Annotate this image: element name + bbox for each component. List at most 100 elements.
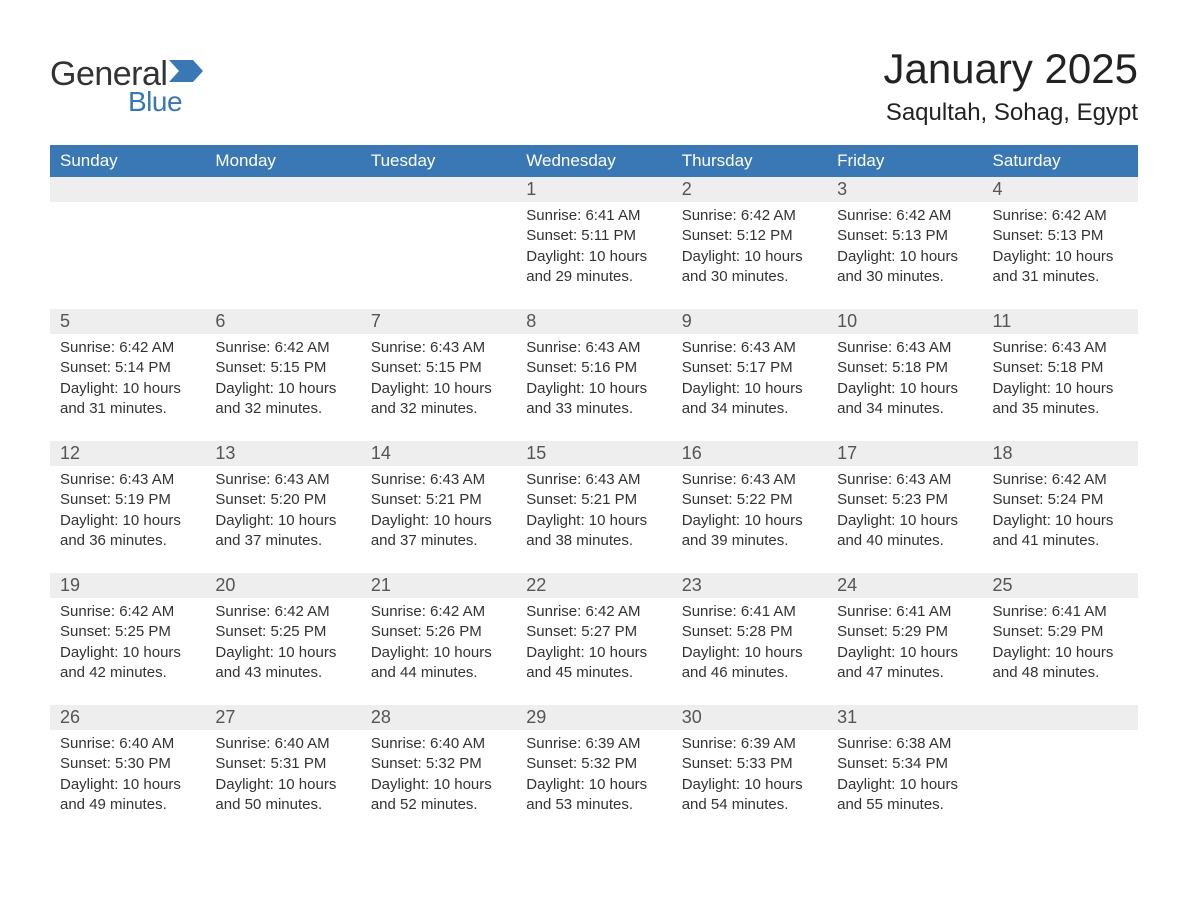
sunset-line: Sunset: 5:34 PM xyxy=(837,755,948,772)
daylight-line: Daylight: 10 hours and 31 minutes. xyxy=(993,248,1114,285)
daylight-line: Daylight: 10 hours and 42 minutes. xyxy=(60,644,181,681)
day-number: 15 xyxy=(526,443,546,463)
day-cell: Sunrise: 6:43 AMSunset: 5:20 PMDaylight:… xyxy=(205,466,360,573)
week-row: Sunrise: 6:43 AM Sunset: 5:19 PM Daylight:… xyxy=(50,466,1138,573)
sunset-line: Sunset: 5:13 PM xyxy=(993,227,1104,244)
day-content: Sunrise: 6:42 AMSunset: 5:24 PMDaylight:… xyxy=(993,466,1128,551)
day-content: Sunrise: 6:39 AMSunset: 5:32 PMDaylight:… xyxy=(526,730,661,815)
sunrise-line: Sunrise: 6:42 AM xyxy=(215,339,329,356)
day-number: 29 xyxy=(526,707,546,727)
day-number-cell: 22 xyxy=(516,573,671,598)
day-number-cell: 12 xyxy=(50,441,205,466)
daylight-line: Daylight: 10 hours and 34 minutes. xyxy=(682,380,803,417)
day-number: 2 xyxy=(682,179,692,199)
day-content: Sunrise: 6:43 AMSunset: 5:23 PMDaylight:… xyxy=(837,466,972,551)
day-number: 26 xyxy=(60,707,80,727)
header: General Blue January 2025 Saqultah, Soha… xyxy=(50,45,1138,127)
sunset-line: Sunset: 5:21 PM xyxy=(526,491,637,508)
day-content: Sunrise: 6:41 AMSunset: 5:28 PMDaylight:… xyxy=(682,598,817,683)
sunrise-line: Sunrise: 6:41 AM xyxy=(526,207,640,224)
day-number: 9 xyxy=(682,311,692,331)
daylight-line: Daylight: 10 hours and 39 minutes. xyxy=(682,512,803,549)
daylight-line: Daylight: 10 hours and 40 minutes. xyxy=(837,512,958,549)
sunset-line: Sunset: 5:19 PM xyxy=(60,491,171,508)
sunset-line: Sunset: 5:15 PM xyxy=(215,359,326,376)
day-number: 4 xyxy=(993,179,1003,199)
day-number-cell: 2 xyxy=(672,177,827,202)
day-number-cell: 15 xyxy=(516,441,671,466)
day-number-cell: 1 xyxy=(516,177,671,202)
day-content: Sunrise: 6:40 AMSunset: 5:31 PMDaylight:… xyxy=(215,730,350,815)
daynum-row: 1234 xyxy=(50,177,1138,202)
day-cell: Sunrise: 6:39 AMSunset: 5:33 PMDaylight:… xyxy=(672,730,827,837)
day-cell: Sunrise: 6:42 AMSunset: 5:12 PMDaylight:… xyxy=(672,202,827,309)
day-number-cell: 5 xyxy=(50,309,205,334)
day-cell: Sunrise: 6:40 AMSunset: 5:31 PMDaylight:… xyxy=(205,730,360,837)
day-cell: Sunrise: 6:43 AMSunset: 5:23 PMDaylight:… xyxy=(827,466,982,573)
day-number: 22 xyxy=(526,575,546,595)
day-number-cell xyxy=(50,177,205,202)
dow-header: Saturday xyxy=(983,145,1138,177)
sunrise-line: Sunrise: 6:43 AM xyxy=(993,339,1107,356)
sunset-line: Sunset: 5:28 PM xyxy=(682,623,793,640)
day-content: Sunrise: 6:43 AMSunset: 5:19 PMDaylight:… xyxy=(60,466,195,551)
daylight-line: Daylight: 10 hours and 30 minutes. xyxy=(837,248,958,285)
sunrise-line: Sunrise: 6:43 AM xyxy=(837,471,951,488)
day-content: Sunrise: 6:42 AMSunset: 5:25 PMDaylight:… xyxy=(215,598,350,683)
sunset-line: Sunset: 5:14 PM xyxy=(60,359,171,376)
day-number-cell: 21 xyxy=(361,573,516,598)
dow-row: SundayMondayTuesdayWednesdayThursdayFrid… xyxy=(50,145,1138,177)
day-cell xyxy=(361,202,516,309)
daylight-line: Daylight: 10 hours and 35 minutes. xyxy=(993,380,1114,417)
day-content: Sunrise: 6:43 AMSunset: 5:18 PMDaylight:… xyxy=(837,334,972,419)
day-number: 28 xyxy=(371,707,391,727)
sunrise-line: Sunrise: 6:42 AM xyxy=(993,471,1107,488)
day-number-cell: 30 xyxy=(672,705,827,730)
page-title: January 2025 xyxy=(883,45,1138,93)
day-number-cell: 24 xyxy=(827,573,982,598)
daylight-line: Daylight: 10 hours and 33 minutes. xyxy=(526,380,647,417)
day-number: 21 xyxy=(371,575,391,595)
sunrise-line: Sunrise: 6:42 AM xyxy=(371,603,485,620)
day-number-cell: 23 xyxy=(672,573,827,598)
day-content: Sunrise: 6:43 AMSunset: 5:18 PMDaylight:… xyxy=(993,334,1128,419)
sunrise-line: Sunrise: 6:43 AM xyxy=(526,339,640,356)
daylight-line: Daylight: 10 hours and 52 minutes. xyxy=(371,776,492,813)
daylight-line: Daylight: 10 hours and 34 minutes. xyxy=(837,380,958,417)
day-number: 25 xyxy=(993,575,1013,595)
day-content: Sunrise: 6:43 AMSunset: 5:20 PMDaylight:… xyxy=(215,466,350,551)
day-content: Sunrise: 6:42 AMSunset: 5:14 PMDaylight:… xyxy=(60,334,195,419)
calendar-table: SundayMondayTuesdayWednesdayThursdayFrid… xyxy=(50,145,1138,837)
sunset-line: Sunset: 5:32 PM xyxy=(526,755,637,772)
day-number-cell: 13 xyxy=(205,441,360,466)
daylight-line: Daylight: 10 hours and 44 minutes. xyxy=(371,644,492,681)
day-number-cell: 25 xyxy=(983,573,1138,598)
day-content: Sunrise: 6:43 AMSunset: 5:15 PMDaylight:… xyxy=(371,334,506,419)
day-cell: Sunrise: 6:41 AMSunset: 5:28 PMDaylight:… xyxy=(672,598,827,705)
day-content: Sunrise: 6:41 AMSunset: 5:11 PMDaylight:… xyxy=(526,202,661,287)
day-cell: Sunrise: 6:42 AMSunset: 5:27 PMDaylight:… xyxy=(516,598,671,705)
daylight-line: Daylight: 10 hours and 29 minutes. xyxy=(526,248,647,285)
sunset-line: Sunset: 5:15 PM xyxy=(371,359,482,376)
sunset-line: Sunset: 5:21 PM xyxy=(371,491,482,508)
day-cell: Sunrise: 6:41 AMSunset: 5:11 PMDaylight:… xyxy=(516,202,671,309)
day-number: 24 xyxy=(837,575,857,595)
day-cell: Sunrise: 6:41 AMSunset: 5:29 PMDaylight:… xyxy=(827,598,982,705)
sunrise-line: Sunrise: 6:38 AM xyxy=(837,735,951,752)
sunrise-line: Sunrise: 6:42 AM xyxy=(60,339,174,356)
day-cell: Sunrise: 6:42 AMSunset: 5:26 PMDaylight:… xyxy=(361,598,516,705)
day-number: 16 xyxy=(682,443,702,463)
daylight-line: Daylight: 10 hours and 55 minutes. xyxy=(837,776,958,813)
day-number-cell xyxy=(205,177,360,202)
day-number-cell: 18 xyxy=(983,441,1138,466)
sunrise-line: Sunrise: 6:41 AM xyxy=(682,603,796,620)
day-content: Sunrise: 6:43 AMSunset: 5:22 PMDaylight:… xyxy=(682,466,817,551)
sunrise-line: Sunrise: 6:42 AM xyxy=(215,603,329,620)
day-content: Sunrise: 6:43 AM Sunset: 5:16 PM Daylight:… xyxy=(526,334,661,419)
daylight-line: Daylight: 10 hours and 54 minutes. xyxy=(682,776,803,813)
day-content: Sunrise: 6:42 AMSunset: 5:25 PMDaylight:… xyxy=(60,598,195,683)
sunset-line: Sunset: 5:16 PM xyxy=(526,359,637,376)
logo: General Blue xyxy=(50,45,203,118)
day-cell: Sunrise: 6:40 AMSunset: 5:32 PMDaylight:… xyxy=(361,730,516,837)
day-content: Sunrise: 6:42 AMSunset: 5:13 PMDaylight:… xyxy=(993,202,1128,287)
